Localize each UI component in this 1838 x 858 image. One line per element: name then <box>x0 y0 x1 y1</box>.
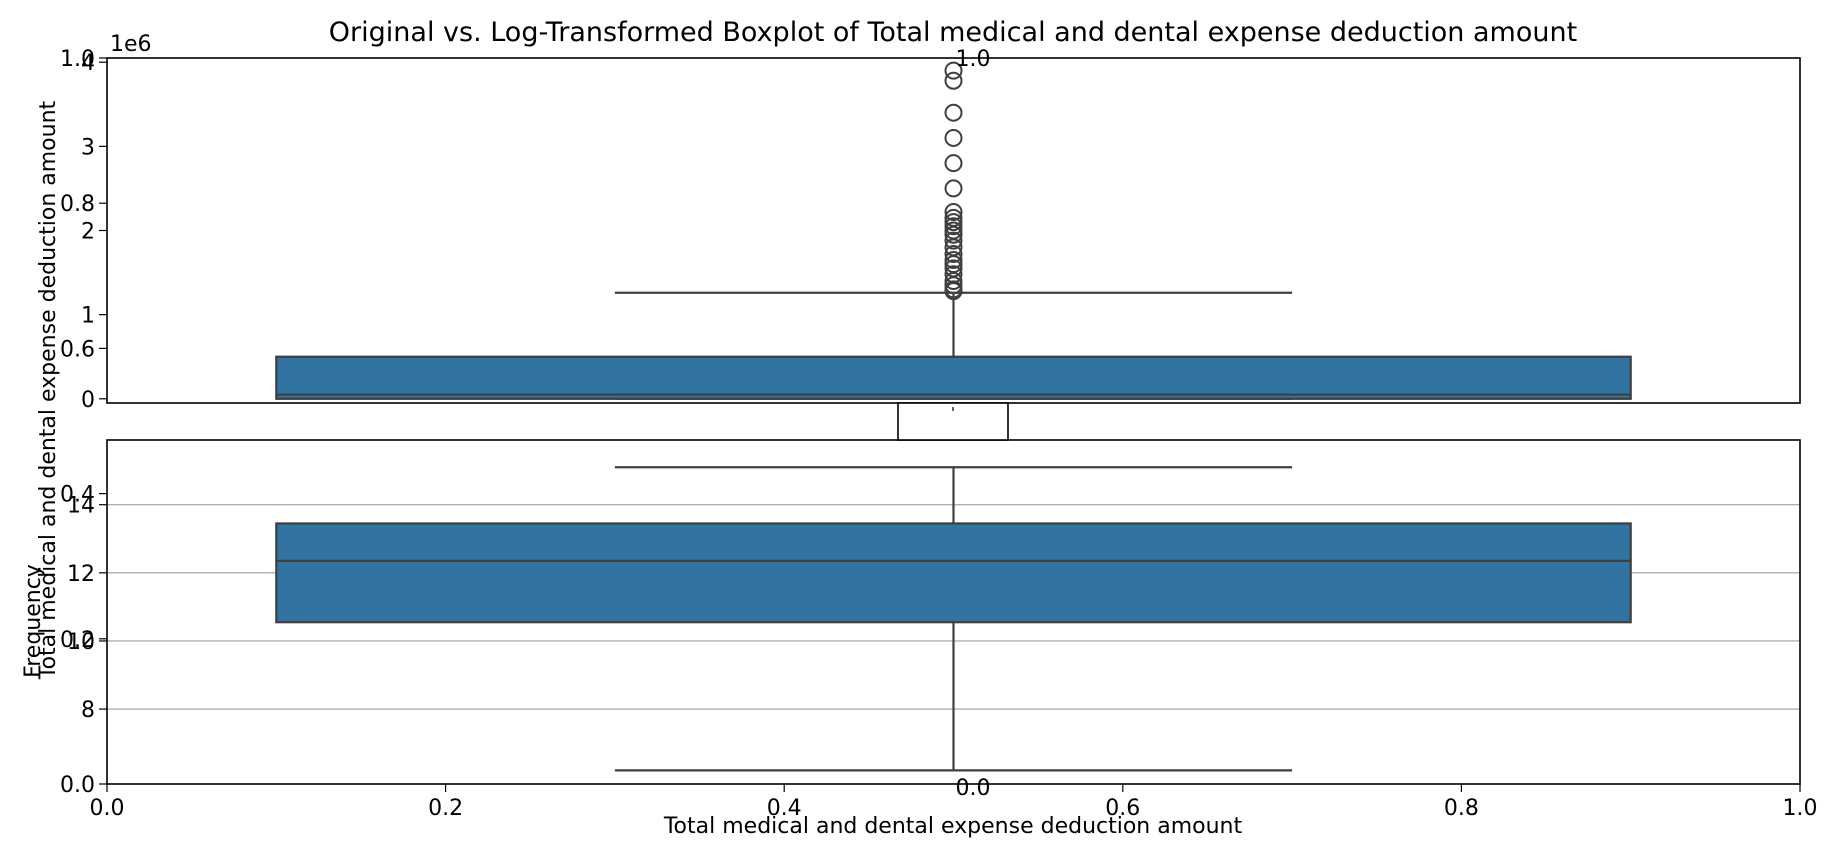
y-tick-label: 0.8 <box>60 192 95 217</box>
y-offset-label: 1e6 <box>110 32 152 57</box>
y-tick-label: 12 <box>67 562 95 587</box>
outlier-point <box>944 154 963 173</box>
outlier-point <box>944 259 963 278</box>
outlier-point <box>944 250 963 269</box>
outlier-point <box>944 213 963 232</box>
y-tick-label: 0.0 <box>60 773 95 798</box>
y-tick-label: 1 <box>81 304 95 329</box>
y-tick-label: 0.4 <box>60 483 95 508</box>
outlier-point <box>944 61 963 80</box>
outlier-point <box>944 221 963 240</box>
outlier-point <box>944 103 963 122</box>
inset-bottom-tick-label: 0.0 <box>956 776 991 801</box>
inset-frame <box>897 402 1009 441</box>
y-tick-label: 3 <box>81 135 95 160</box>
outlier-point <box>944 208 963 227</box>
y-tick-label: 2 <box>81 220 95 245</box>
x-tick-label: 1.0 <box>1783 796 1818 821</box>
x-tick-label: 0.6 <box>1105 796 1140 821</box>
box <box>275 355 1632 400</box>
outlier-point <box>944 231 963 250</box>
y-tick-label: 0 <box>81 388 95 413</box>
x-tick-label: 0.0 <box>90 796 125 821</box>
y-tick-label: 1.0 <box>60 47 95 72</box>
outlier-point <box>944 265 963 284</box>
y-tick-label: 10 <box>67 630 95 655</box>
y-tick-label: 4 <box>81 51 95 76</box>
y-tick-label: 14 <box>67 494 95 519</box>
outlier-point <box>944 217 963 236</box>
bottom-panel: 8 10 12 14 Total medical and dental expense … <box>67 439 1801 839</box>
inset-axes: 1.0 0.0 <box>897 47 1009 801</box>
outlier-point <box>944 71 963 90</box>
x-tick-label: 0.2 <box>428 796 463 821</box>
outlier-point <box>944 179 963 198</box>
y-tick-label: 8 <box>81 698 95 723</box>
outer-axes: 0.0 0.2 0.4 0.6 0.8 1.0 0.0 0.2 0.4 0.6 0.8 1.0 Freq… <box>21 47 1818 821</box>
outlier-point <box>944 245 963 264</box>
y-axis-label: Total medical and dental expense deducti… <box>36 100 61 680</box>
outlier-point <box>944 202 963 221</box>
outlier-point <box>944 128 963 147</box>
x-tick-label: 0.8 <box>1444 796 1479 821</box>
x-axis-label: Total medical and dental expense deducti… <box>663 814 1243 839</box>
box <box>275 522 1632 624</box>
chart-title: Original vs. Log-Transformed Boxplot of … <box>329 17 1577 48</box>
y-tick-label: 0.2 <box>60 628 95 653</box>
y-axis-label: Frequency <box>21 564 46 678</box>
x-tick-label: 0.4 <box>767 796 802 821</box>
y-tick-label: 0.6 <box>60 337 95 362</box>
inset-top-tick-label: 1.0 <box>956 47 991 72</box>
